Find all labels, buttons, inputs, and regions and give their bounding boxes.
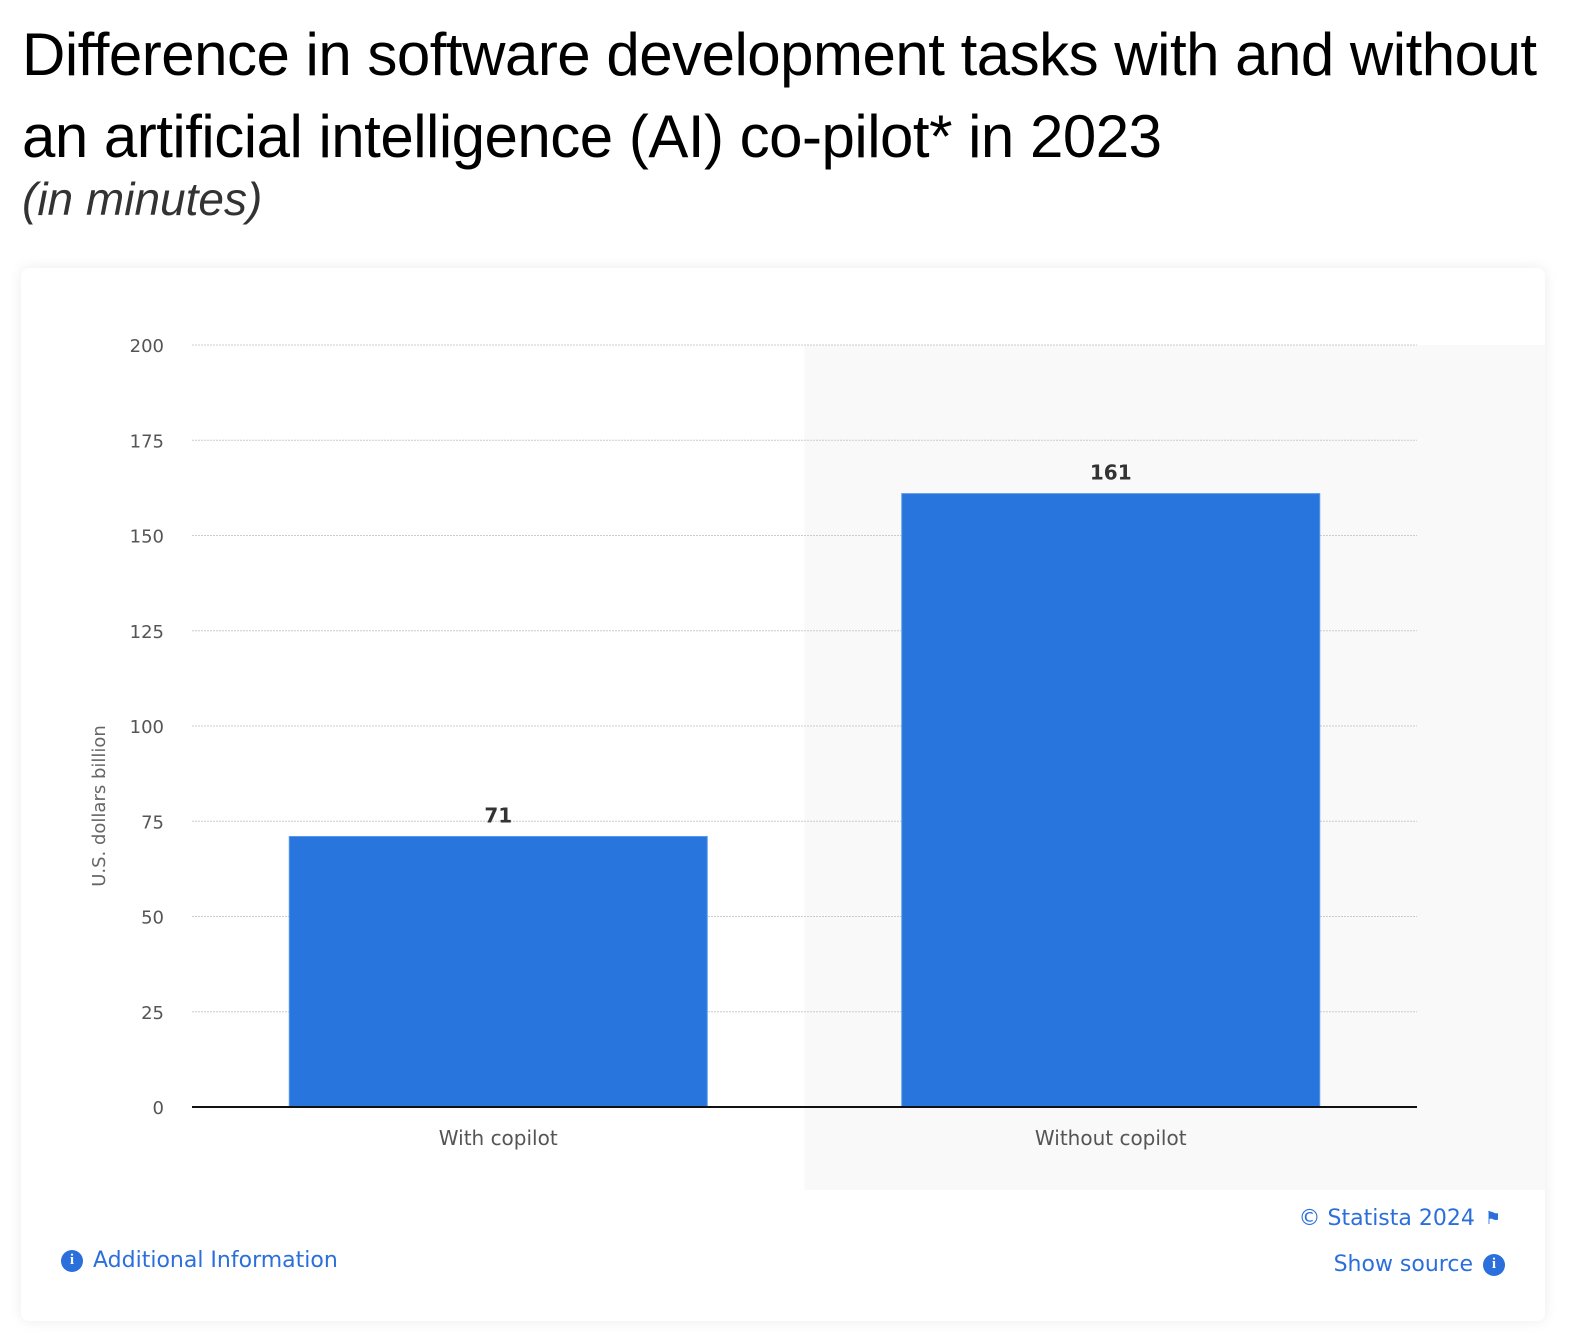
data-label: 71 (484, 803, 512, 827)
show-source-label: Show source (1333, 1252, 1473, 1277)
y-tick-label: 50 (141, 908, 164, 929)
x-tick-label: Without copilot (1035, 1126, 1187, 1150)
data-label: 161 (1090, 461, 1132, 485)
y-tick-label: 25 (141, 1003, 164, 1024)
additional-information-label: Additional Information (93, 1248, 338, 1273)
info-icon: i (1483, 1253, 1505, 1276)
additional-information-link[interactable]: i Additional Information (61, 1248, 338, 1273)
y-tick-label: 175 (130, 431, 164, 452)
y-tick-label: 200 (130, 336, 164, 357)
y-tick-label: 75 (141, 812, 164, 833)
info-icon: i (61, 1249, 83, 1272)
y-tick-label: 150 (130, 527, 164, 548)
y-tick-label: 125 (130, 622, 164, 643)
y-axis-title: U.S. dollars billion (89, 725, 110, 887)
chart-subtitle: (in minutes) (22, 173, 263, 225)
show-source-link[interactable]: Show source i (1334, 1252, 1505, 1277)
x-tick-label: With copilot (439, 1126, 558, 1150)
bar-chart: 0 25 50 75 100 125 150 175 200 U.S. dollars billi… (89, 336, 1545, 1190)
bar (288, 835, 708, 1108)
chart-title: Difference in software development tasks… (22, 21, 1537, 170)
statista-copyright[interactable]: © Statista 2024 ⚑ (1299, 1206, 1502, 1231)
flag-icon: ⚑ (1484, 1208, 1501, 1229)
y-tick-label: 100 (130, 717, 164, 738)
chart-card: 0 25 50 75 100 125 150 175 200 U.S. dollars billi… (21, 268, 1545, 1321)
bar (901, 493, 1321, 1108)
y-tick-label: 0 (153, 1098, 164, 1119)
copyright-label: © Statista 2024 (1298, 1206, 1475, 1231)
